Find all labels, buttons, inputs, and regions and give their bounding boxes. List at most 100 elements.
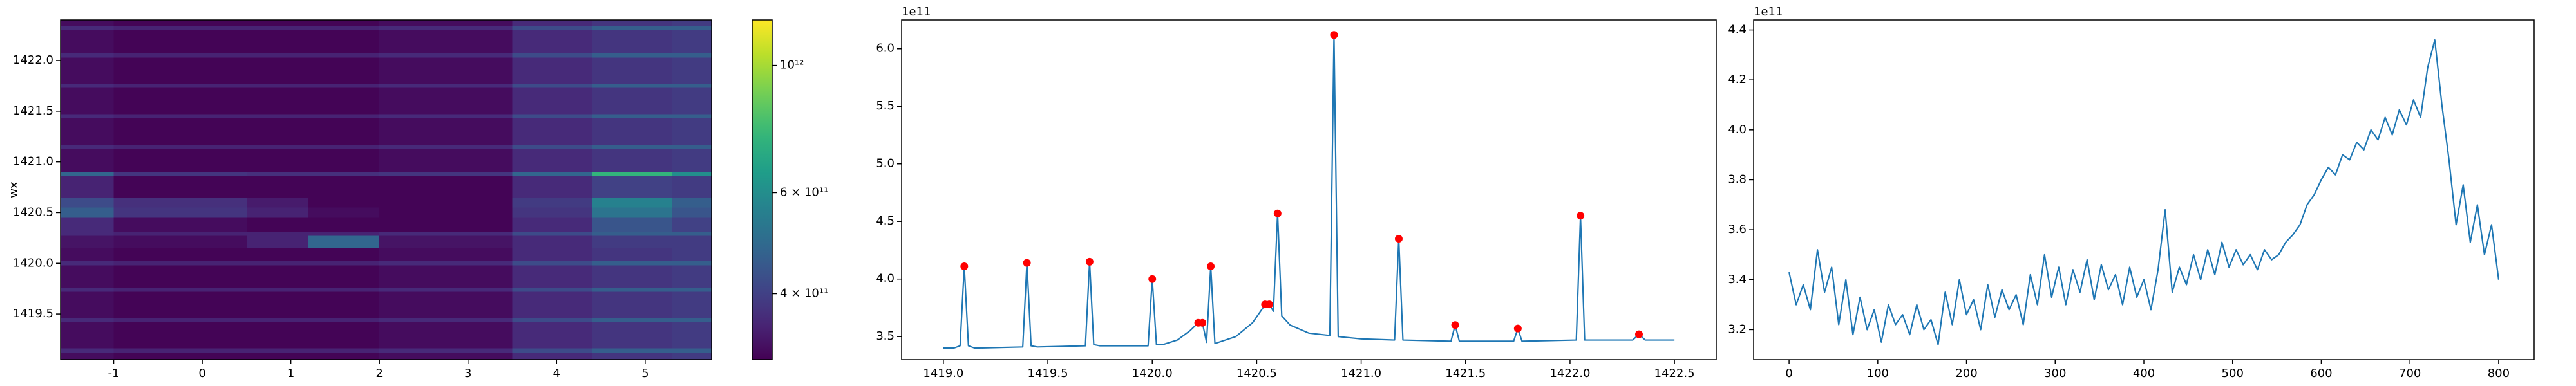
y-tick-label: 1422.0 (13, 53, 53, 67)
heatmap-cell (113, 288, 247, 292)
x-tick-label: 5 (641, 367, 649, 380)
heatmap-cell (512, 84, 592, 88)
heatmap-cell (512, 235, 592, 248)
heatmap-cell (61, 322, 114, 349)
heatmap-cell (592, 248, 672, 262)
x-tick-label: 300 (2044, 367, 2066, 380)
heatmap-cell (592, 118, 672, 145)
heatmap-cell (61, 232, 114, 236)
heatmap-cell (113, 114, 247, 118)
heatmap-cell (379, 291, 513, 318)
axes-frame (60, 19, 712, 360)
heatmap-cell (113, 176, 247, 198)
offset-label: 1e11 (1754, 5, 1783, 19)
heatmap-cell (61, 291, 114, 318)
peak-marker (1330, 31, 1338, 39)
heatmap-cell (672, 248, 712, 262)
heatmap-cell (592, 30, 672, 54)
heatmap-cell (672, 144, 712, 149)
heatmap-cell (379, 318, 513, 322)
heatmap-cell (61, 176, 114, 198)
heatmap-cell (113, 322, 247, 349)
heatmap-cell (246, 318, 309, 322)
heatmap-cell (308, 265, 380, 288)
heatmap-cell (592, 26, 672, 30)
peak-marker (960, 262, 969, 271)
heatmap-cell (246, 207, 309, 218)
colorbar-tick-label: 4 × 10¹¹ (780, 287, 828, 300)
heatmap-cell (113, 197, 247, 208)
x-tick-label: 3 (464, 367, 471, 380)
heatmap-cell (113, 20, 247, 26)
peak-marker (1394, 235, 1403, 243)
x-tick-label: 700 (2399, 367, 2421, 380)
heatmap-cell (308, 114, 380, 118)
y-tick-label: 4.2 (1728, 73, 1747, 86)
heatmap-cell (113, 232, 247, 236)
heatmap-cell (512, 207, 592, 218)
heatmap-cell (308, 352, 380, 360)
axes-frame (901, 19, 1717, 360)
heatmap-cell (308, 207, 380, 218)
heatmap-cell (246, 217, 309, 232)
heatmap-cell (592, 348, 672, 353)
heatmap-cell (308, 26, 380, 30)
heatmap-cell (308, 118, 380, 145)
heatmap-cell (379, 248, 513, 262)
x-tick-label: 1422.5 (1654, 367, 1695, 380)
heatmap-cell (672, 176, 712, 198)
heatmap-cell (61, 248, 114, 262)
heatmap-cell (61, 87, 114, 115)
peak-marker (1207, 262, 1215, 271)
x-tick-label: 2 (375, 367, 383, 380)
heatmap-cell (246, 265, 309, 288)
heatmap-cell (379, 114, 513, 118)
heatmap-cell (592, 235, 672, 248)
heatmap-cell (246, 348, 309, 353)
heatmap-cell (512, 318, 592, 322)
peak-marker (1023, 259, 1031, 267)
heatmap-cell (379, 26, 513, 30)
y-tick-label: 1420.0 (13, 256, 53, 270)
heatmap-cell (308, 235, 380, 248)
x-tick-label: -1 (108, 367, 120, 380)
y-tick-label: 4.4 (1728, 23, 1747, 37)
peak-marker (1085, 257, 1094, 266)
heatmap-cell (246, 144, 309, 149)
heatmap-cell (672, 291, 712, 318)
y-tick-label: 4.0 (1728, 123, 1747, 136)
heatmap-cell (113, 172, 247, 176)
heatmap-cell (592, 291, 672, 318)
y-tick-label: 6.0 (876, 42, 895, 55)
heatmap-cell (61, 265, 114, 288)
heatmap-cell (61, 30, 114, 54)
heatmap-cell (308, 20, 380, 26)
heatmap-cell (379, 118, 513, 145)
peak-marker (1634, 330, 1643, 338)
heatmap-cell (61, 207, 114, 218)
heatmap-cell (512, 352, 592, 360)
heatmap-cell (592, 207, 672, 218)
y-tick-label: 5.5 (876, 99, 895, 113)
heatmap-cell (379, 348, 513, 353)
x-tick-label: 4 (553, 367, 560, 380)
x-tick-label: 1 (287, 367, 294, 380)
heatmap-cell (672, 235, 712, 248)
heatmap-cell (592, 265, 672, 288)
heatmap-cell (61, 261, 114, 266)
heatmap-cell (113, 118, 247, 145)
colorbar (752, 19, 773, 360)
heatmap-cell (672, 26, 712, 30)
heatmap-cell (308, 232, 380, 236)
y-tick-label: 1421.5 (13, 104, 53, 118)
heatmap-cell (113, 235, 247, 248)
heatmap-cell (592, 232, 672, 236)
heatmap-cell (672, 232, 712, 236)
heatmap-cell (246, 288, 309, 292)
data-line (1788, 39, 2500, 345)
heatmap-cell (61, 235, 114, 248)
heatmap-cell (113, 84, 247, 88)
x-tick-label: 400 (2133, 367, 2155, 380)
heatmap-cell (61, 144, 114, 149)
heatmap-cell (308, 217, 380, 232)
